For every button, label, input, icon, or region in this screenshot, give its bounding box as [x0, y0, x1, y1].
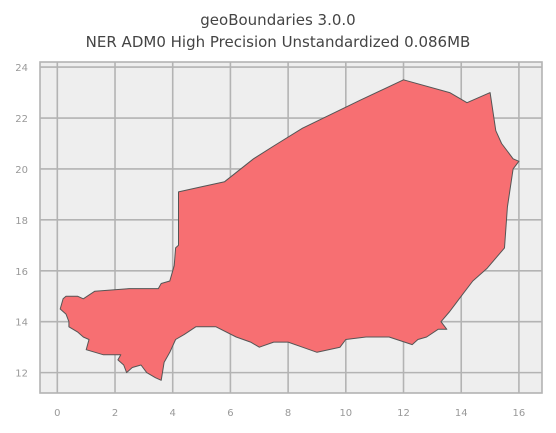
plot-frame [39, 61, 543, 394]
x-tick-label: 14 [455, 408, 468, 419]
y-tick-label: 20 [15, 165, 28, 176]
x-tick-label: 16 [513, 408, 526, 419]
y-tick-label: 16 [15, 267, 28, 278]
y-tick-label: 22 [15, 114, 28, 125]
y-tick-label: 18 [15, 216, 28, 227]
x-tick-label: 12 [397, 408, 410, 419]
map-subtitle: NER ADM0 High Precision Unstandardized 0… [85, 33, 471, 51]
x-tick-label: 8 [285, 408, 291, 419]
y-tick-label: 24 [15, 63, 28, 74]
x-tick-label: 0 [54, 408, 60, 419]
x-tick-label: 2 [112, 408, 118, 419]
map-title: geoBoundaries 3.0.0 [200, 11, 356, 29]
x-tick-label: 6 [227, 408, 233, 419]
y-tick-label: 14 [15, 318, 28, 329]
x-tick-label: 4 [170, 408, 176, 419]
x-tick-label: 10 [339, 408, 352, 419]
y-tick-label: 12 [15, 369, 28, 380]
country-boundary-polygon [59, 79, 520, 381]
